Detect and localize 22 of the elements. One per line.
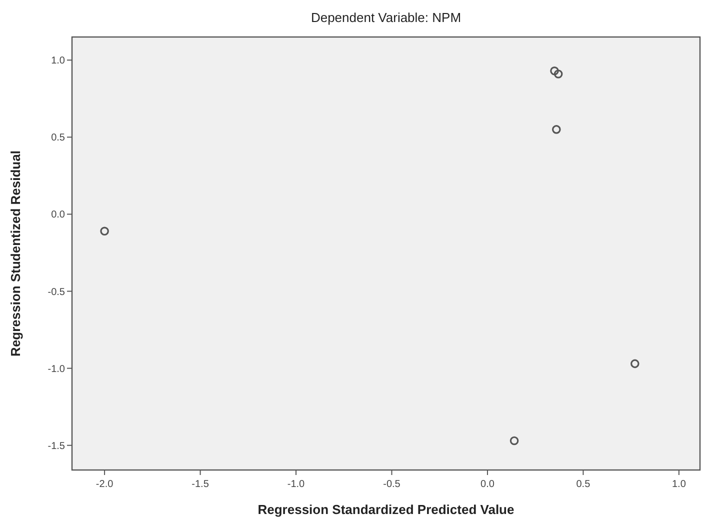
point (510, 436, 519, 446)
point (550, 66, 559, 76)
y-tick-label: -0.5 (48, 286, 66, 298)
point (552, 125, 561, 134)
x-tick-label: -1.0 (287, 479, 306, 490)
x-tick-label: 1.0 (672, 479, 686, 490)
chart-title: Dependent Variable: NPM (310, 10, 462, 25)
x-tick-label: -0.5 (383, 479, 401, 490)
point (630, 359, 640, 368)
x-tick-label: 0.0 (480, 479, 495, 490)
y-tick-label: -1.5 (48, 440, 66, 452)
x-axis-title: Regression Standardized Predicted Value (258, 502, 514, 517)
x-tick-label: 0.5 (576, 479, 591, 490)
point (100, 226, 109, 236)
y-tick-label: -1.0 (48, 364, 66, 375)
y-axis-title: Regression Studentized Residual (8, 150, 23, 356)
y-tick-label: 0.0 (51, 210, 66, 221)
x-tick-label: -1.5 (192, 479, 210, 490)
y-tick-label: 0.5 (51, 132, 66, 144)
x-tick-label: -2.0 (96, 479, 114, 490)
y-tick-label: 1.0 (51, 56, 66, 67)
point (554, 70, 563, 78)
